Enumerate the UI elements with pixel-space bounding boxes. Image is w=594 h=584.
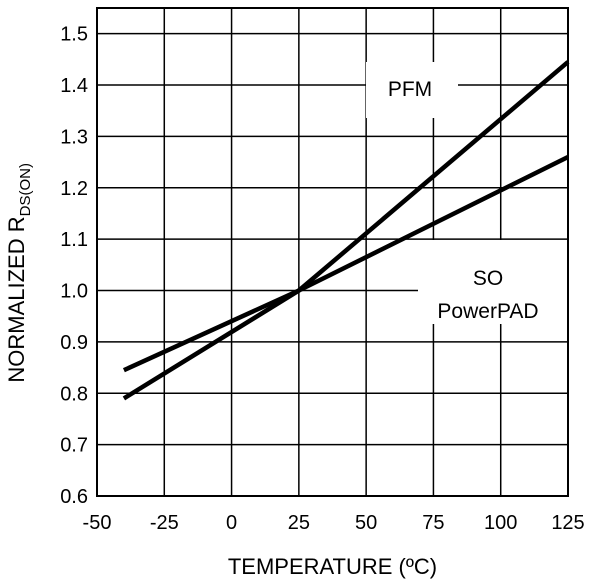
- x-tick-label: 75: [422, 512, 444, 534]
- y-tick-labels: 0.6 0.7 0.8 0.9 1.0 1.1 1.2 1.3 1.4 1.5: [60, 24, 88, 508]
- series-annotation-label: SO: [473, 267, 503, 290]
- y-tick-label: 1.2: [60, 178, 88, 200]
- x-tick-label: 50: [355, 512, 377, 534]
- y-tick-label: 0.9: [60, 332, 88, 354]
- y-tick-label: 1.5: [60, 24, 88, 46]
- y-tick-label: 1.1: [60, 229, 88, 251]
- y-tick-label: 1.3: [60, 126, 88, 148]
- series-annotation-label: PowerPAD: [437, 300, 538, 323]
- x-tick-label: 100: [484, 512, 517, 534]
- series-annotation-label: PFM: [388, 78, 432, 101]
- y-tick-label: 0.8: [60, 383, 88, 405]
- annotation-background: [418, 240, 568, 324]
- y-tick-label: 1.0: [60, 281, 88, 303]
- plot-frame: [96, 7, 569, 497]
- series-line-so-powerpad: [122, 154, 570, 373]
- y-tick-label: 1.4: [60, 75, 88, 97]
- y-tick-label: 0.7: [60, 435, 88, 457]
- x-axis-title: TEMPERATURE (ºC): [228, 554, 437, 579]
- annotation-labels: PFM SO PowerPAD: [366, 62, 568, 324]
- y-axis-title-main: NORMALIZED R: [4, 216, 29, 382]
- y-axis-title-subscript: DS(ON): [17, 163, 34, 216]
- x-tick-labels: -50 -25 0 25 50 75 100 125: [83, 512, 585, 534]
- y-axis-title: NORMALIZED RDS(ON): [4, 163, 34, 383]
- x-tick-label: 0: [226, 512, 237, 534]
- x-tick-label: 125: [551, 512, 584, 534]
- x-tick-label: -25: [150, 512, 179, 534]
- x-tick-label: -50: [83, 512, 112, 534]
- annotation-background: [366, 62, 458, 118]
- x-tick-label: 25: [288, 512, 310, 534]
- y-tick-label: 0.6: [60, 486, 88, 508]
- series-lines: [122, 60, 570, 401]
